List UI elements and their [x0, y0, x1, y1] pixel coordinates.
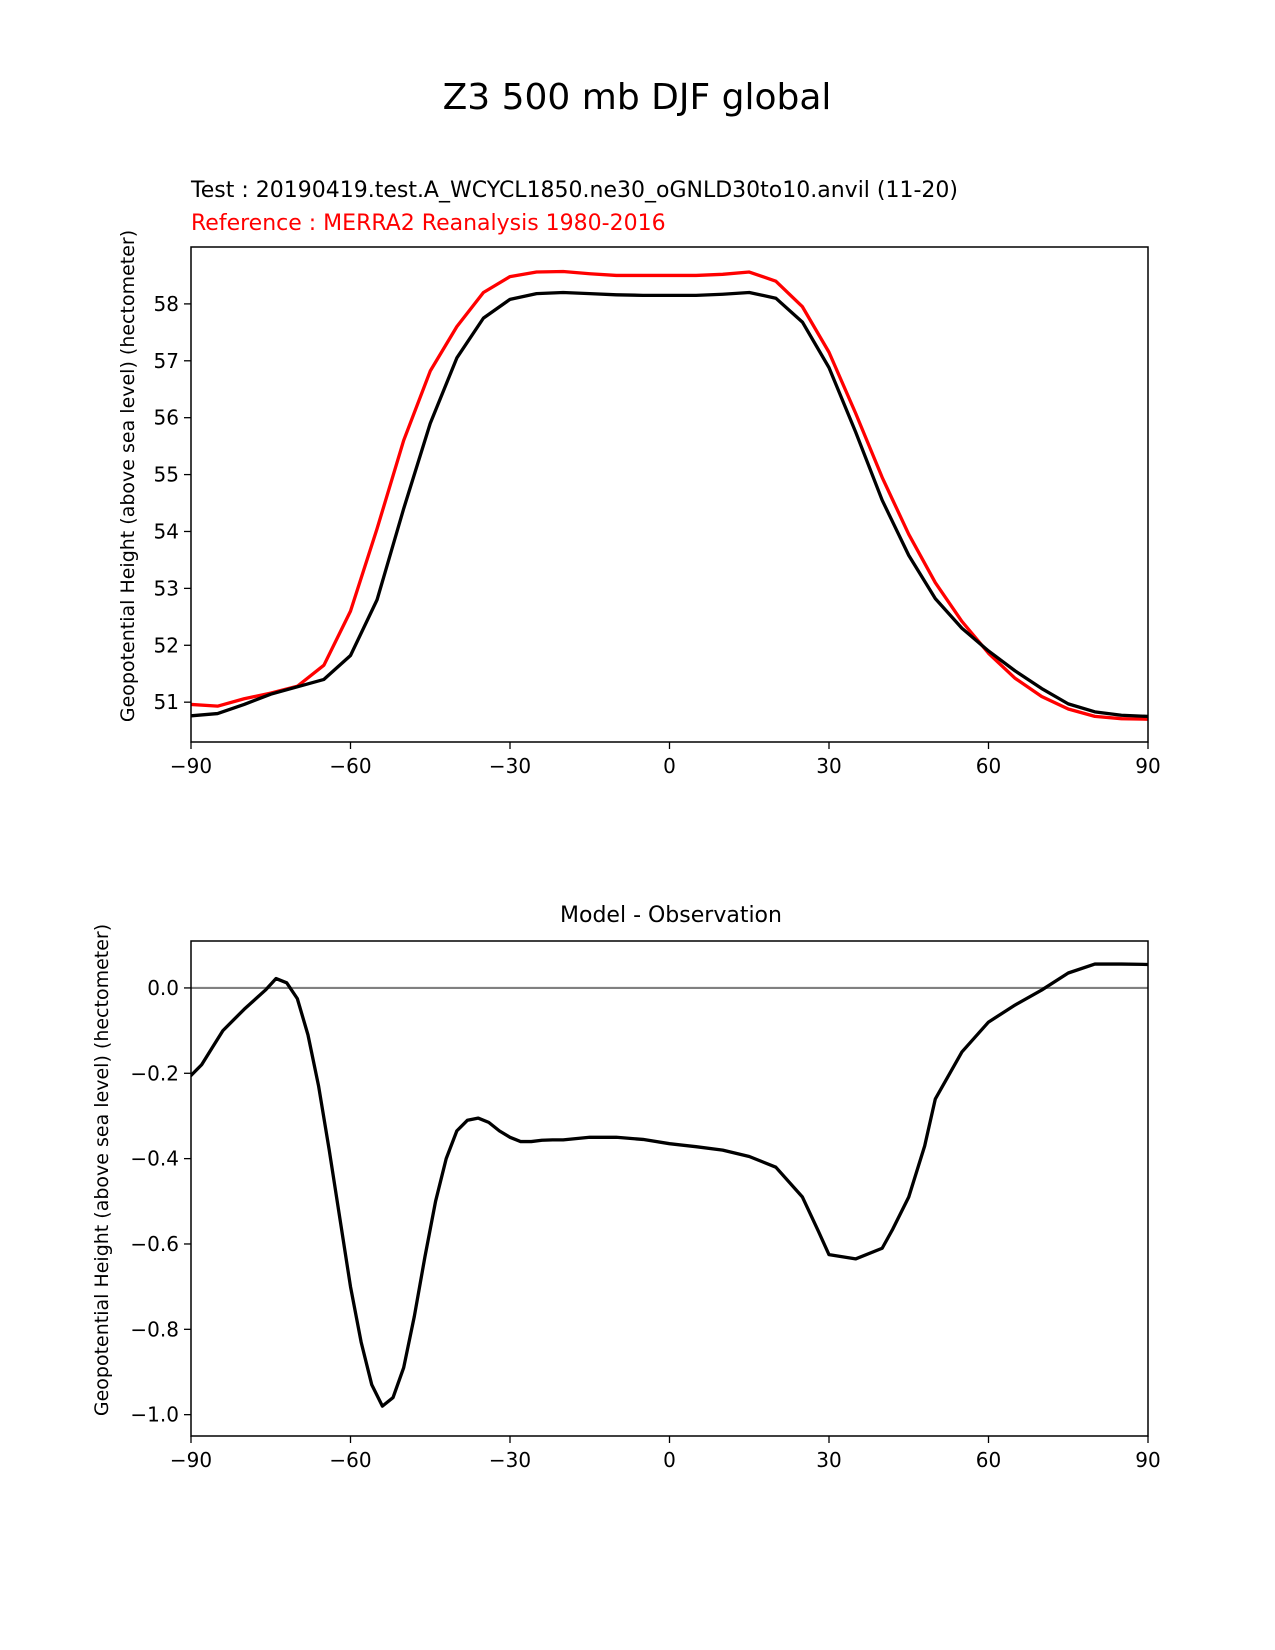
y-tick-label: 57: [154, 349, 179, 373]
y-tick-label: −0.8: [130, 1317, 179, 1341]
y-tick-label: 55: [154, 463, 179, 487]
y-tick-label: −1.0: [130, 1403, 179, 1427]
y-tick-label: −0.4: [130, 1147, 179, 1171]
reference-series-line: [191, 269, 1148, 721]
x-tick-label: 60: [976, 1448, 1001, 1472]
series-group: [191, 269, 1148, 721]
x-tick-label: −30: [489, 1448, 531, 1472]
x-tick-label: −90: [170, 754, 212, 778]
chart-title-reference: Reference : MERRA2 Reanalysis 1980-2016: [191, 211, 666, 236]
y-tick-label: 54: [154, 519, 179, 543]
y-axis-label: Geopotential Height (above sea level) (h…: [117, 230, 139, 722]
difference-series-line: [191, 962, 1148, 1408]
y-tick-label: 56: [154, 406, 179, 430]
y-tick-label: 52: [154, 633, 179, 657]
x-tick-label: 30: [816, 1448, 841, 1472]
line-chart-panel-top: Test : 20190419.test.A_WCYCL1850.ne30_oG…: [117, 178, 1161, 778]
x-tick-label: −90: [170, 1448, 212, 1472]
y-tick-label: 0.0: [147, 976, 179, 1000]
y-tick-label: 53: [154, 576, 179, 600]
x-tick-label: −30: [489, 754, 531, 778]
x-tick-label: −60: [329, 1448, 371, 1472]
plot-area-bottom: −90 −60 −30 0 30 60 90 −1.0 −0.8 −0.6 −0.4 −0.2 0.0: [130, 940, 1161, 1472]
chart-title-difference: Model - Observation: [560, 903, 782, 928]
plot-area-top: −90 −60 −30 0 30 60 90 51 52 53 54 55 56 57 58: [154, 246, 1161, 778]
x-tick-label: 0: [663, 1448, 676, 1472]
test-series-line: [191, 290, 1148, 719]
x-tick-label: 90: [1135, 1448, 1160, 1472]
x-tick-label: −60: [329, 754, 371, 778]
y-tick-label: −0.6: [130, 1232, 179, 1256]
x-tick-label: 0: [663, 754, 676, 778]
chart-title-test: Test : 20190419.test.A_WCYCL1850.ne30_oG…: [190, 178, 958, 203]
series-group: [191, 962, 1148, 1408]
y-tick-label: 58: [154, 292, 179, 316]
figure-title: Z3 500 mb DJF global: [443, 77, 832, 118]
y-tick-label: −0.2: [130, 1061, 179, 1085]
y-tick-label: 51: [154, 690, 179, 714]
y-axis-label: Geopotential Height (above sea level) (h…: [91, 924, 113, 1416]
x-tick-label: 30: [816, 754, 841, 778]
x-tick-label: 90: [1135, 754, 1160, 778]
x-tick-label: 60: [976, 754, 1001, 778]
line-chart-panel-bottom: Model - Observation Geopotential Height …: [91, 903, 1161, 1472]
